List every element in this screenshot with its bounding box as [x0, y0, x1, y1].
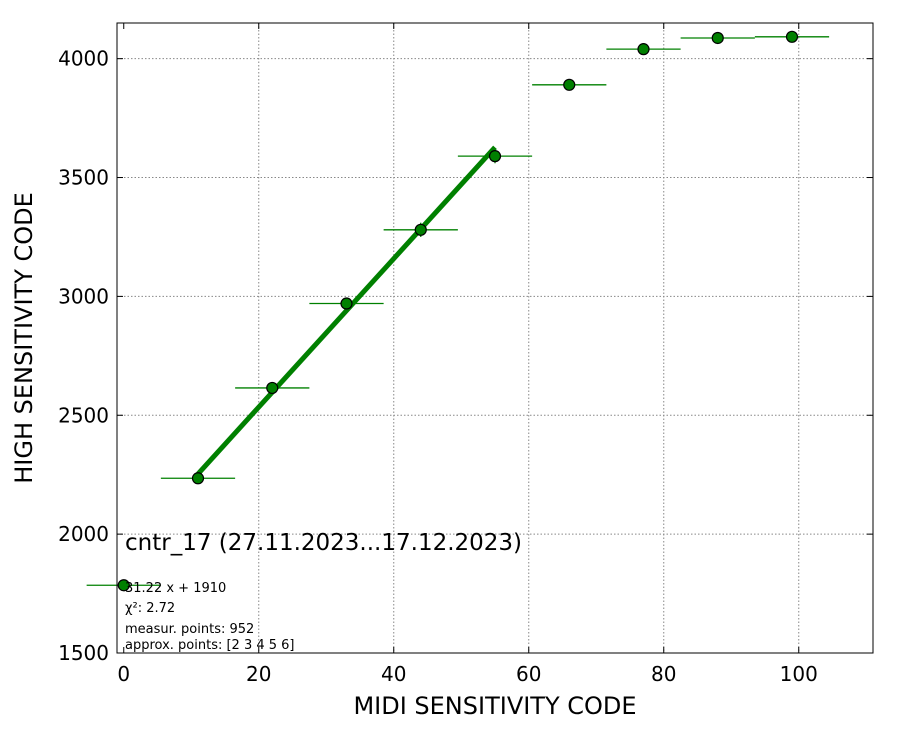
ticks: 0 20 40 60 80 100 1500 2000 2500 3000 3500 4000	[58, 23, 873, 686]
data-point	[563, 78, 576, 91]
fit-equation-label: 31.22 x + 1910	[125, 581, 226, 596]
data-points	[117, 30, 799, 592]
data-point	[785, 30, 799, 43]
x-tick-label: 20	[246, 662, 271, 686]
data-point	[117, 579, 130, 592]
x-tick-label: 80	[651, 662, 676, 686]
y-tick-label: 1500	[58, 641, 109, 665]
x-tick-label: 40	[381, 662, 406, 686]
data-point	[711, 31, 724, 45]
y-tick-label: 2500	[58, 403, 109, 427]
x-axis-title: MIDI SENSITIVITY CODE	[353, 692, 636, 720]
y-tick-label: 2000	[58, 522, 109, 546]
fit-line	[196, 145, 497, 476]
data-point	[191, 472, 205, 485]
data-point	[340, 297, 353, 310]
data-point	[637, 43, 650, 56]
y-tick-label: 3500	[58, 166, 109, 190]
approx-points-label: approx. points: [2 3 4 5 6]	[125, 638, 295, 653]
x-tick-label: 100	[780, 662, 818, 686]
plot-frame	[116, 22, 874, 654]
x-tick-label: 60	[516, 662, 541, 686]
x-tick-label: 0	[117, 662, 130, 686]
plot-background	[117, 23, 873, 653]
chart-annotation-title: cntr_17 (27.11.2023...17.12.2023)	[125, 530, 522, 556]
data-point	[488, 150, 502, 163]
grid	[117, 23, 873, 653]
y-tick-label: 4000	[58, 47, 109, 71]
data-point	[266, 381, 279, 395]
measur-points-label: measur. points: 952	[125, 622, 254, 637]
data-point	[414, 223, 427, 236]
y-axis-title: HIGH SENSITIVITY CODE	[10, 192, 38, 484]
fit-line-layer	[196, 145, 497, 476]
y-tick-label: 3000	[58, 284, 109, 308]
chi2-label: χ²: 2.72	[125, 601, 175, 616]
